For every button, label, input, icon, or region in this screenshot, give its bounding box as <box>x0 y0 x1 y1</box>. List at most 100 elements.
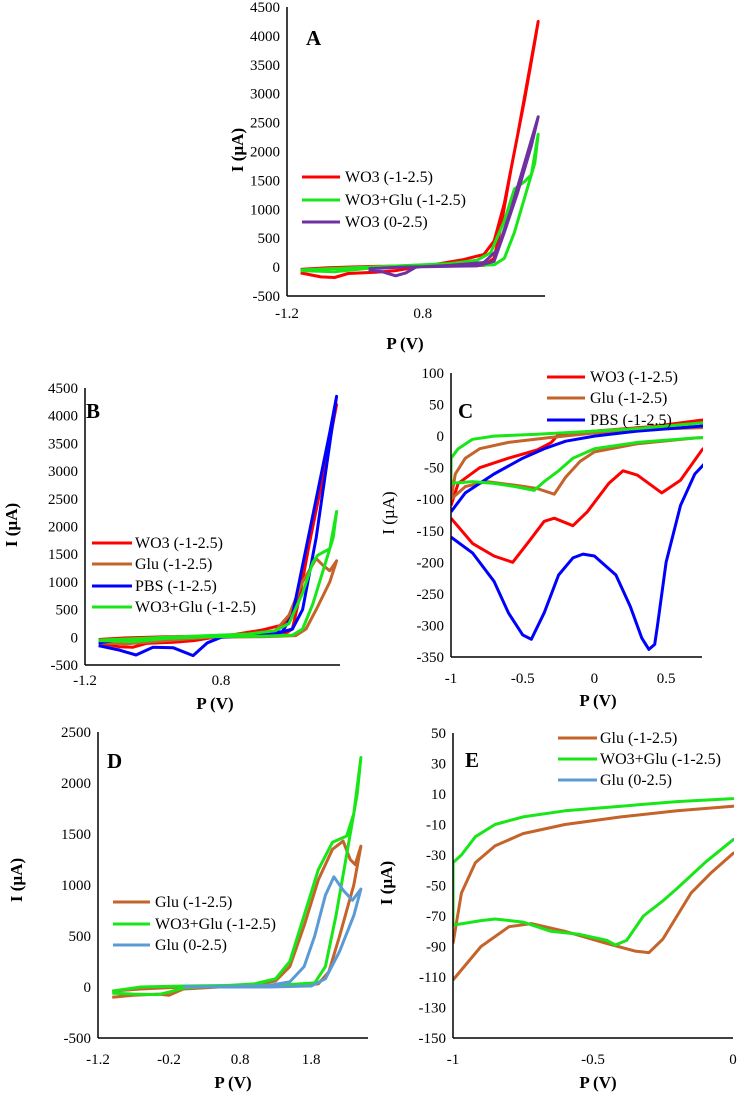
x-tick-label: -0.5 <box>511 671 535 687</box>
x-tick-label: -0.2 <box>157 1052 181 1068</box>
y-tick-label: 3000 <box>250 87 280 103</box>
y-tick-label: -500 <box>253 289 281 305</box>
series-line-e-1 <box>453 797 734 947</box>
y-tick-label: 1500 <box>250 173 280 189</box>
panel-d: -500 0 500 1000 1500 2000 2500 -1.2 -0.2 0.8 1.8 P … <box>7 725 368 1092</box>
legend-label: Glu (-1-2.5) <box>135 556 212 573</box>
y-tick-label: 30 <box>431 757 446 773</box>
legend-label: WO3 (-1-2.5) <box>590 369 678 386</box>
panel-a: -500 0 500 1000 1500 2000 2500 3000 3500 4000 4500… <box>228 0 545 353</box>
panel-b: -500 0 500 1000 1500 2000 2500 3000 3500 4000 4500… <box>2 381 340 713</box>
x-axis-label: P (V) <box>579 1073 616 1092</box>
y-tick-label: -250 <box>417 587 445 603</box>
y-tick-label: 2000 <box>48 520 78 536</box>
y-tick-label: 3000 <box>48 464 78 480</box>
x-axis-label: P (V) <box>579 691 616 710</box>
y-tick-label: -30 <box>426 848 446 864</box>
y-tick-label: 4500 <box>48 381 78 397</box>
legend-label: WO3 (-1-2.5) <box>345 169 433 186</box>
y-tick-label: -100 <box>417 492 445 508</box>
y-tick-label: 4500 <box>250 0 280 16</box>
y-tick-label: 2500 <box>250 116 280 132</box>
x-tick-label: 0.5 <box>657 671 676 687</box>
legend-label: Glu (0-2.5) <box>155 937 227 954</box>
y-tick-label: 1000 <box>61 878 91 894</box>
y-tick-label: -130 <box>419 1001 447 1017</box>
series-line-c-2 <box>451 424 703 651</box>
x-tick-label: -1.2 <box>73 673 97 689</box>
y-tick-label: 4000 <box>250 29 280 45</box>
series-line-c-0 <box>451 418 703 564</box>
x-tick-label: -0.5 <box>581 1052 605 1068</box>
y-tick-label: -150 <box>419 1031 447 1047</box>
x-tick-label: 0.8 <box>231 1052 250 1068</box>
y-tick-label: 500 <box>56 603 79 619</box>
panel-c: -350 -300 -250 -200 -150 -100 -50 0 50 100 -1 -0.5 0… <box>379 366 703 710</box>
legend: Glu (-1-2.5) WO3+Glu (-1-2.5) Glu (0-2.5) <box>113 894 276 954</box>
legend: WO3 (-1-2.5) Glu (-1-2.5) PBS (-1-2.5) WO3+… <box>92 535 256 616</box>
y-tick-label: 50 <box>429 398 444 414</box>
series-line-b-2 <box>98 394 339 658</box>
panel-letter: B <box>86 399 100 423</box>
series-line-a-2 <box>368 115 540 278</box>
x-tick-label: 0.8 <box>413 306 432 322</box>
y-tick-label: -110 <box>419 970 446 986</box>
panel-letter: D <box>107 749 122 773</box>
series-line-b-3 <box>98 510 339 644</box>
y-tick-label: -300 <box>417 618 445 634</box>
panel-letter: E <box>465 748 479 772</box>
y-tick-label: 2000 <box>61 776 91 792</box>
y-tick-label: 2000 <box>250 145 280 161</box>
x-tick-label: 0 <box>591 671 599 687</box>
y-tick-label: 3500 <box>48 436 78 452</box>
series-line-d-2 <box>183 875 363 989</box>
y-tick-label: 50 <box>431 726 446 742</box>
y-tick-label: -500 <box>64 1031 92 1047</box>
x-axis-label: P (V) <box>214 1073 251 1092</box>
x-tick-label: 0.8 <box>212 673 231 689</box>
panel-e: -150 -130 -110 -90 -70 -50 -30 -10 10 30 50 -1 -0.5 0… <box>377 726 737 1092</box>
x-tick-label: -1 <box>447 1052 460 1068</box>
y-tick-label: 0 <box>84 980 92 996</box>
y-axis-label: I (µA) <box>7 858 26 902</box>
legend: WO3 (-1-2.5) WO3+Glu (-1-2.5) WO3 (0-2.5) <box>302 169 466 231</box>
y-tick-label: -10 <box>426 818 446 834</box>
legend-label: WO3+Glu (-1-2.5) <box>135 599 256 616</box>
y-tick-label: 10 <box>431 787 446 803</box>
x-tick-label: -1.2 <box>86 1052 110 1068</box>
y-tick-label: -70 <box>426 909 446 925</box>
legend-label: Glu (-1-2.5) <box>155 894 232 911</box>
panel-letter: C <box>458 399 473 423</box>
legend-label: WO3 (0-2.5) <box>345 214 428 231</box>
y-tick-label: 1500 <box>61 827 91 843</box>
y-tick-label: 0 <box>437 429 445 445</box>
legend: WO3 (-1-2.5) Glu (-1-2.5) PBS (-1-2.5) <box>547 369 678 429</box>
panel-letter: A <box>306 26 322 50</box>
x-axis-label: P (V) <box>386 334 423 353</box>
legend-label: Glu (0-2.5) <box>600 772 672 789</box>
y-tick-label: 0 <box>273 260 281 276</box>
legend-label: WO3+Glu (-1-2.5) <box>155 916 276 933</box>
y-tick-label: -350 <box>417 650 445 666</box>
y-tick-label: -50 <box>426 879 446 895</box>
y-tick-label: 2500 <box>61 725 91 741</box>
legend: Glu (-1-2.5) WO3+Glu (-1-2.5) Glu (0-2.5) <box>558 730 721 789</box>
series-line-c-1 <box>451 426 703 501</box>
y-tick-label: 500 <box>258 231 281 247</box>
legend-label: PBS (-1-2.5) <box>135 578 217 595</box>
y-tick-label: -90 <box>426 940 446 956</box>
y-tick-label: -50 <box>424 461 444 477</box>
series-line-e-0 <box>453 804 734 981</box>
x-tick-label: -1 <box>445 671 458 687</box>
y-axis-label: I (µA) <box>228 128 247 172</box>
y-tick-label: 4000 <box>48 409 78 425</box>
y-tick-label: 1000 <box>48 575 78 591</box>
legend-label: Glu (-1-2.5) <box>590 390 667 407</box>
y-axis-label: I (µA) <box>379 491 398 534</box>
y-tick-label: -200 <box>417 555 445 571</box>
y-axis-label: I (µA) <box>2 503 21 547</box>
legend-label: WO3+Glu (-1-2.5) <box>345 192 466 209</box>
y-tick-label: 500 <box>69 929 92 945</box>
series-line-e-2 <box>732 837 734 842</box>
